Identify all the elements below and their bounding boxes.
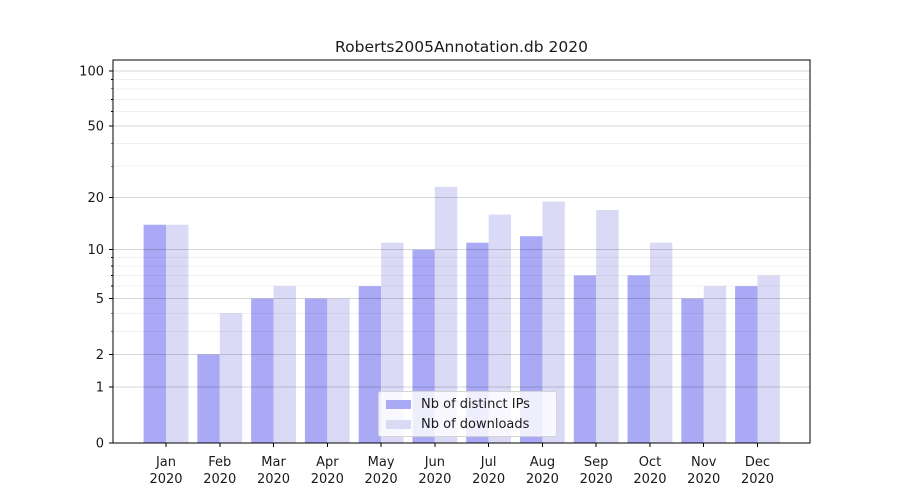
legend-swatch-distinct-ips [386,399,411,409]
x-tick-label-month: Jun [424,455,445,470]
bar-downloads-sep [596,210,619,443]
x-tick-label-year: 2020 [687,472,720,487]
bar-downloads-jul [488,214,512,443]
y-tick-label: 5 [96,292,104,307]
bar-distinct-ips-dec [735,286,758,443]
x-tick-label-year: 2020 [203,472,236,487]
x-tick-label-month: Apr [316,455,339,470]
legend-swatch-downloads [386,419,411,429]
bar-downloads-jun [434,186,458,443]
bar-distinct-ips-nov [681,298,704,443]
bar-downloads-apr [327,298,350,443]
x-tick-label-year: 2020 [365,472,398,487]
y-tick-label: 20 [87,191,104,206]
y-tick-label: 50 [87,120,104,135]
x-tick-label-month: Dec [745,455,770,470]
x-tick-label-month: Jan [155,455,176,470]
chart-title: Roberts2005Annotation.db 2020 [335,38,588,56]
y-tick-label: 1 [96,381,104,396]
bar-distinct-ips-oct [627,275,650,443]
bar-downloads-aug [542,201,565,443]
bar-downloads-jan [166,224,189,443]
x-tick-label-month: Aug [530,455,555,470]
plot-frame [112,59,811,444]
bar-downloads-dec [757,275,780,443]
legend-label-distinct-ips: Nb of distinct IPs [421,396,530,412]
legend-item-downloads: Nb of downloads [386,417,548,432]
x-tick-label-month: May [368,455,395,470]
x-tick-label-month: Nov [691,455,717,470]
bar-downloads-oct [649,242,673,443]
legend-item-distinct-ips: Nb of distinct IPs [386,397,548,412]
y-tick-label: 2 [96,348,104,363]
bar-downloads-mar [273,286,296,443]
x-tick-label-year: 2020 [472,472,505,487]
x-tick-label-year: 2020 [149,472,182,487]
bar-distinct-ips-sep [573,275,597,443]
x-tick-label-month: Sep [584,455,609,470]
x-tick-label-year: 2020 [311,472,344,487]
y-tick-label: 100 [79,64,104,79]
bar-distinct-ips-jan [143,224,166,443]
bar-distinct-ips-apr [304,298,328,443]
bar-distinct-ips-feb [197,354,220,443]
x-tick-label-year: 2020 [580,472,613,487]
bar-distinct-ips-mar [251,298,274,443]
x-tick-label-year: 2020 [418,472,451,487]
x-tick-label-month: Mar [261,455,286,470]
x-tick-label-month: Oct [639,455,661,470]
x-tick-label-year: 2020 [257,472,290,487]
y-tick-label: 10 [87,243,104,258]
x-tick-label-year: 2020 [633,472,666,487]
x-tick-label-month: Jul [480,455,497,470]
y-tick-label: 0 [96,437,104,452]
x-tick-label-month: Feb [208,455,231,470]
legend: Nb of distinct IPs Nb of downloads [378,391,557,437]
x-tick-label-year: 2020 [741,472,774,487]
bar-distinct-ips-may [358,286,382,443]
bar-downloads-nov [703,286,727,443]
bar-downloads-feb [219,313,243,443]
x-tick-label-year: 2020 [526,472,559,487]
legend-label-downloads: Nb of downloads [421,416,530,432]
